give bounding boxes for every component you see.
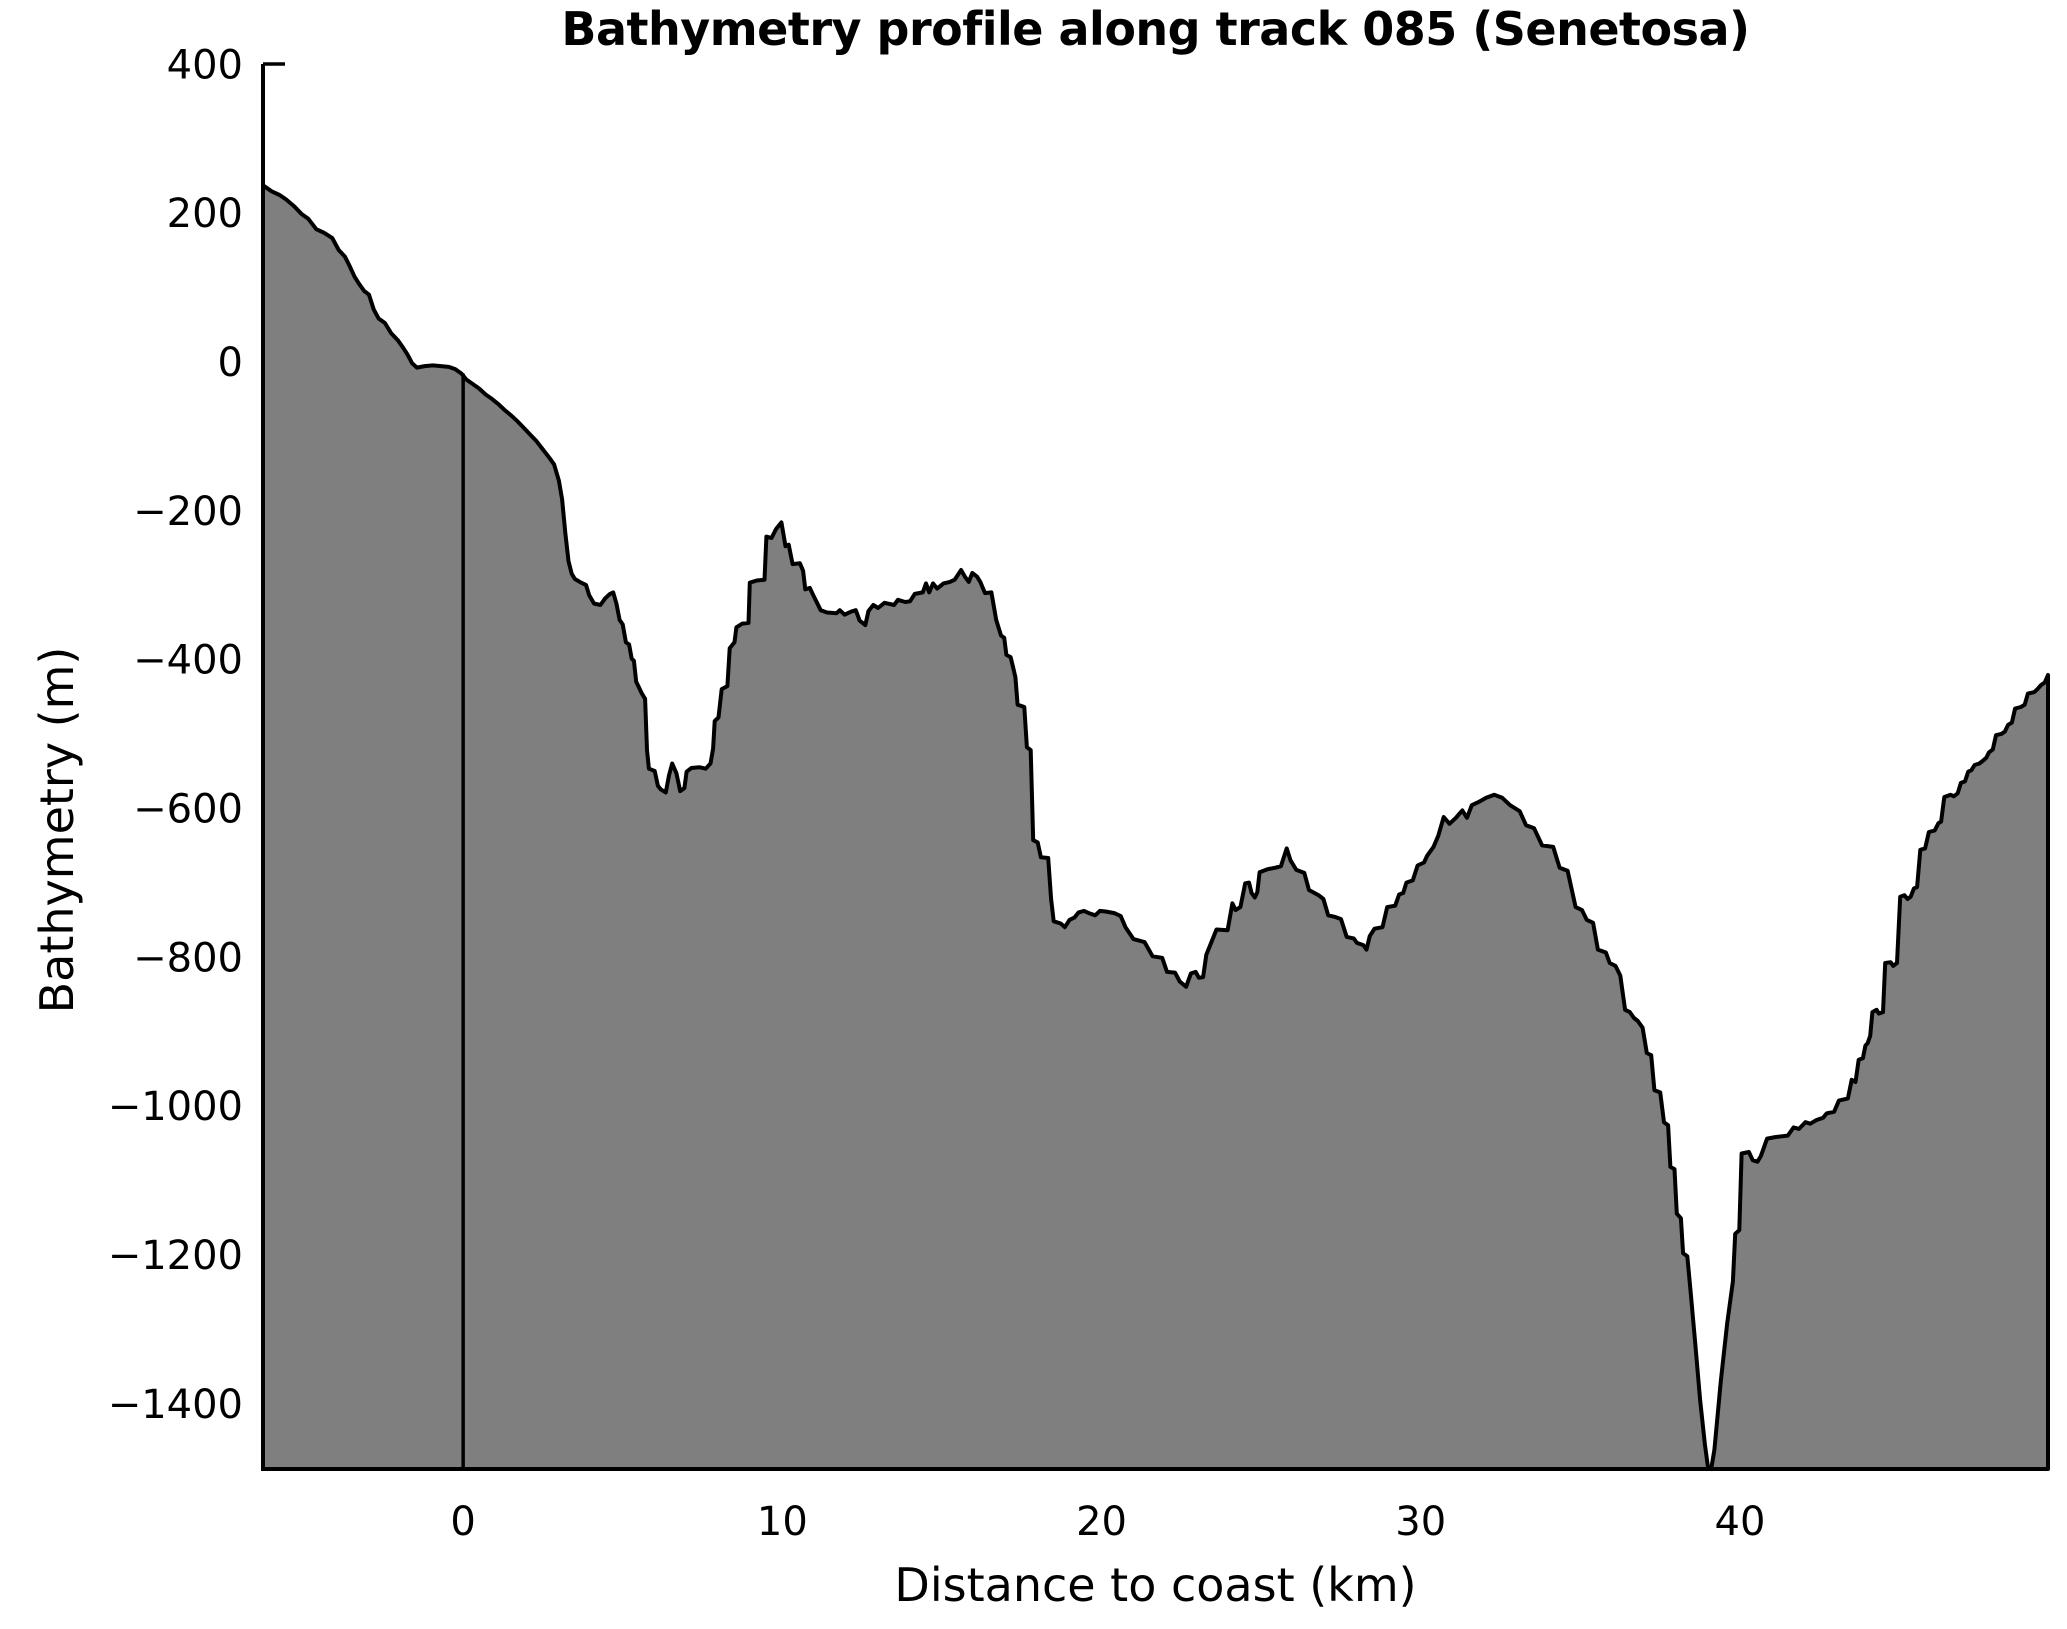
- y-tick-label: −400: [133, 638, 243, 684]
- y-tick-label: −200: [133, 489, 243, 535]
- y-tick-label: −1200: [108, 1233, 243, 1279]
- y-tick-label: 200: [167, 191, 243, 237]
- y-tick-label: −800: [133, 935, 243, 981]
- y-tick-label: −1400: [108, 1382, 243, 1428]
- x-tick-label: 10: [757, 1499, 808, 1545]
- x-tick-label: 0: [450, 1499, 475, 1545]
- y-tick-label: −600: [133, 787, 243, 833]
- y-tick-label: −1000: [108, 1084, 243, 1130]
- y-tick-label: 0: [218, 340, 243, 386]
- x-tick-label: 20: [1076, 1499, 1127, 1545]
- y-tick-label: 400: [167, 42, 243, 88]
- y-axis-label: Bathymetry (m): [30, 646, 84, 1014]
- x-tick-label: 40: [1715, 1499, 1766, 1545]
- x-tick-label: 30: [1395, 1499, 1446, 1545]
- profile-area: [261, 183, 2050, 1471]
- chart-title: Bathymetry profile along track 085 (Sene…: [561, 2, 1750, 56]
- x-axis-label: Distance to coast (km): [894, 1558, 1417, 1612]
